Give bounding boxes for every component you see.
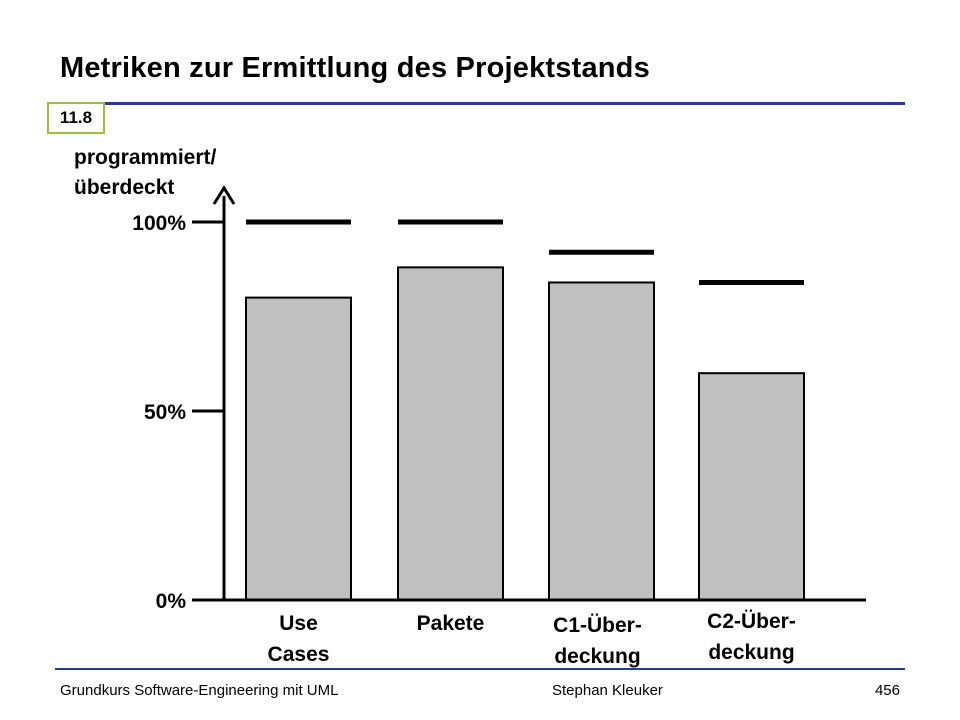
y-tick-label: 50%	[144, 401, 186, 424]
y-axis-arrowhead	[212, 185, 236, 205]
category-label: C1-Über-	[553, 614, 642, 637]
footer-course-title: Grundkurs Software-Engineering mit UML	[60, 682, 339, 699]
y-tick-label: 100%	[132, 212, 186, 235]
bar	[548, 281, 655, 601]
footer-page-number: 456	[874, 682, 900, 699]
footer-rule	[55, 668, 905, 670]
bar	[245, 296, 352, 601]
header-rule	[55, 102, 905, 105]
category-label: deckung	[554, 645, 640, 668]
slide-title: Metriken zur Ermittlung des Projektstand…	[60, 52, 650, 84]
y-tick-label: 0%	[156, 590, 187, 613]
bar	[397, 266, 504, 601]
category-label: deckung	[708, 641, 794, 664]
footer-author: Stephan Kleuker	[552, 682, 663, 699]
bar	[698, 372, 805, 602]
category-label: C2-Über-	[707, 610, 796, 633]
category-label: Cases	[268, 643, 330, 666]
y-axis-label: programmiert/	[74, 146, 217, 169]
y-axis-label: überdeckt	[74, 176, 174, 199]
category-label: Pakete	[417, 612, 485, 635]
category-label: Use	[279, 612, 318, 635]
section-number-badge: 11.8	[47, 102, 105, 134]
